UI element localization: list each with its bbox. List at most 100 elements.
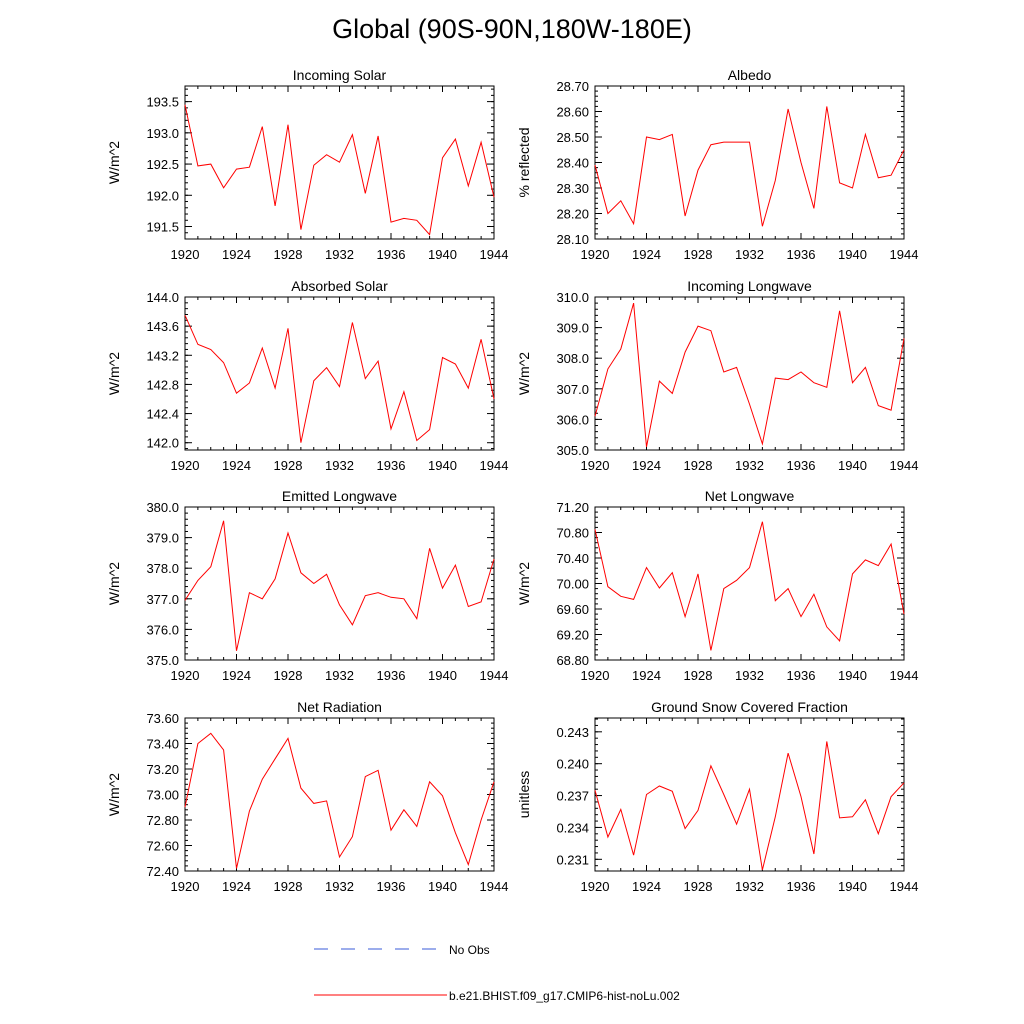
y-axis-label: % reflected bbox=[516, 127, 532, 197]
x-tick-label: 1924 bbox=[632, 247, 661, 262]
plot-frame bbox=[594, 296, 905, 451]
x-tick-label: 1944 bbox=[890, 247, 919, 262]
x-tick-label: 1932 bbox=[735, 247, 764, 262]
y-tick-label: 0.237 bbox=[556, 789, 589, 804]
y-tick-label: 192.5 bbox=[146, 157, 179, 172]
x-tick-label: 1920 bbox=[171, 247, 200, 262]
x-tick-label: 1924 bbox=[222, 458, 251, 473]
chart-panel-incoming-longwave: Incoming Longwave W/m^2 1920 1924 1928 1932 19… bbox=[516, 278, 918, 473]
plot-frame bbox=[594, 717, 905, 872]
y-tick-label: 72.60 bbox=[146, 839, 179, 854]
y-tick-label: 144.0 bbox=[146, 290, 179, 305]
x-tick-label: 1936 bbox=[377, 458, 406, 473]
x-tick-label: 1924 bbox=[222, 879, 251, 894]
x-tick-label: 1928 bbox=[274, 668, 303, 683]
y-tick-label: 378.0 bbox=[146, 561, 179, 576]
x-tick-label: 1920 bbox=[171, 668, 200, 683]
x-tick-label: 1940 bbox=[428, 458, 457, 473]
x-tick-label: 1944 bbox=[480, 879, 509, 894]
series-line-incoming-longwave bbox=[594, 302, 905, 447]
y-tick-label: 306.0 bbox=[556, 412, 589, 427]
series-line-incoming-solar bbox=[184, 104, 495, 236]
x-tick-label: 1920 bbox=[581, 247, 610, 262]
y-tick-label: 70.00 bbox=[556, 577, 589, 592]
y-tick-label: 143.6 bbox=[146, 319, 179, 334]
y-tick-label: 72.40 bbox=[146, 864, 179, 879]
y-tick-label: 73.00 bbox=[146, 788, 179, 803]
x-tick-label: 1920 bbox=[581, 458, 610, 473]
x-tick-label: 1924 bbox=[222, 668, 251, 683]
x-tick-label: 1920 bbox=[171, 879, 200, 894]
y-tick-label: 0.234 bbox=[556, 820, 589, 835]
x-tick-label: 1920 bbox=[581, 879, 610, 894]
x-tick-label: 1944 bbox=[480, 247, 509, 262]
y-tick-label: 0.240 bbox=[556, 757, 589, 772]
series-line-net-radiation bbox=[184, 732, 495, 869]
y-tick-label: 142.8 bbox=[146, 377, 179, 392]
x-tick-label: 1932 bbox=[325, 247, 354, 262]
x-tick-label: 1932 bbox=[325, 668, 354, 683]
x-tick-label: 1924 bbox=[632, 879, 661, 894]
plot-frame bbox=[184, 296, 495, 451]
x-tick-label: 1936 bbox=[787, 879, 816, 894]
series-line-net-longwave bbox=[594, 521, 905, 651]
y-tick-label: 28.60 bbox=[556, 105, 589, 120]
y-tick-label: 308.0 bbox=[556, 351, 589, 366]
x-tick-label: 1936 bbox=[787, 458, 816, 473]
x-tick-label: 1928 bbox=[274, 458, 303, 473]
chart-title: Net Longwave bbox=[705, 488, 795, 504]
y-tick-label: 310.0 bbox=[556, 290, 589, 305]
x-tick-label: 1932 bbox=[325, 458, 354, 473]
plot-frame bbox=[184, 717, 495, 872]
x-tick-label: 1944 bbox=[890, 879, 919, 894]
y-tick-label: 70.80 bbox=[556, 526, 589, 541]
y-tick-label: 193.5 bbox=[146, 95, 179, 110]
y-tick-label: 28.40 bbox=[556, 156, 589, 171]
chart-title: Albedo bbox=[728, 67, 772, 83]
x-tick-label: 1932 bbox=[325, 879, 354, 894]
y-tick-label: 28.70 bbox=[556, 79, 589, 94]
y-tick-label: 0.243 bbox=[556, 725, 589, 740]
chart-title: Ground Snow Covered Fraction bbox=[651, 699, 848, 715]
y-axis-label: W/m^2 bbox=[106, 773, 122, 816]
y-tick-label: 73.40 bbox=[146, 737, 179, 752]
x-tick-label: 1920 bbox=[581, 668, 610, 683]
y-axis-label: W/m^2 bbox=[516, 352, 532, 395]
y-tick-label: 193.0 bbox=[146, 126, 179, 141]
x-tick-label: 1940 bbox=[838, 247, 867, 262]
chart-panel-absorbed-solar: Absorbed Solar W/m^2 1920 1924 1928 1932 1936 1… bbox=[106, 278, 508, 473]
x-tick-label: 1936 bbox=[787, 247, 816, 262]
y-tick-label: 380.0 bbox=[146, 500, 179, 515]
chart-title: Net Radiation bbox=[297, 699, 382, 715]
chart-title: Incoming Solar bbox=[293, 67, 387, 83]
x-tick-label: 1940 bbox=[838, 458, 867, 473]
x-tick-label: 1928 bbox=[274, 247, 303, 262]
series-line-emitted-longwave bbox=[184, 520, 495, 651]
y-tick-label: 377.0 bbox=[146, 592, 179, 607]
y-tick-label: 73.20 bbox=[146, 762, 179, 777]
chart-title: Absorbed Solar bbox=[291, 278, 388, 294]
x-tick-label: 1940 bbox=[428, 879, 457, 894]
y-axis-label: W/m^2 bbox=[106, 141, 122, 184]
x-tick-label: 1944 bbox=[480, 668, 509, 683]
x-tick-label: 1940 bbox=[428, 247, 457, 262]
y-axis-label: W/m^2 bbox=[516, 562, 532, 605]
chart-title: Incoming Longwave bbox=[687, 278, 812, 294]
y-tick-label: 69.20 bbox=[556, 628, 589, 643]
x-tick-label: 1928 bbox=[684, 247, 713, 262]
y-tick-label: 73.60 bbox=[146, 711, 179, 726]
chart-panel-emitted-longwave: Emitted Longwave W/m^2 1920 1924 1928 1932 193… bbox=[106, 488, 508, 683]
y-tick-label: 0.231 bbox=[556, 852, 589, 867]
y-tick-label: 71.20 bbox=[556, 500, 589, 515]
y-tick-label: 192.0 bbox=[146, 188, 179, 203]
x-tick-label: 1940 bbox=[838, 879, 867, 894]
y-axis-label: W/m^2 bbox=[106, 562, 122, 605]
x-tick-label: 1936 bbox=[377, 879, 406, 894]
chart-panel-net-longwave: Net Longwave W/m^2 1920 1924 1928 1932 1936 194… bbox=[516, 488, 918, 683]
x-tick-label: 1920 bbox=[171, 458, 200, 473]
y-tick-label: 309.0 bbox=[556, 321, 589, 336]
y-tick-label: 68.80 bbox=[556, 653, 589, 668]
x-tick-label: 1940 bbox=[838, 668, 867, 683]
y-tick-label: 142.0 bbox=[146, 436, 179, 451]
y-tick-label: 307.0 bbox=[556, 382, 589, 397]
